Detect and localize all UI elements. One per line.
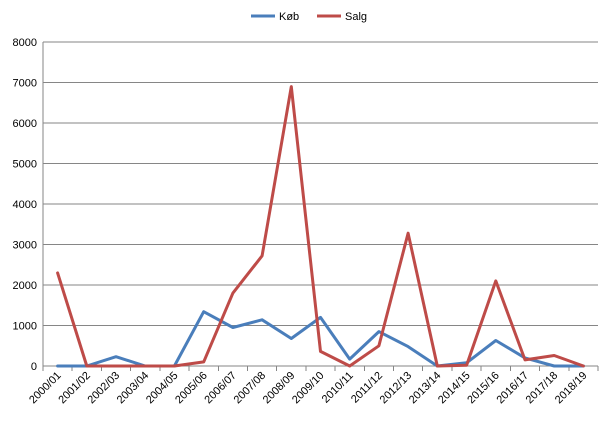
y-tick-label: 1000 [13, 321, 37, 333]
series-line-2 [56, 85, 585, 368]
y-tick-label: 5000 [13, 159, 37, 171]
y-tick-label: 4000 [13, 199, 37, 211]
legend-label-2: Salg [345, 11, 367, 23]
y-tick-label: 3000 [13, 240, 37, 252]
x-tick-label: 2010/11 [320, 370, 356, 406]
y-tick-label: 0 [31, 361, 37, 373]
y-tick-label: 2000 [13, 280, 37, 292]
legend: Køb Salg [251, 11, 367, 23]
gridlines [43, 41, 598, 367]
x-tick-label: 2018/19 [553, 370, 590, 407]
x-tick-label: 2009/10 [290, 370, 327, 407]
series-lines [56, 85, 585, 368]
y-tick-label: 8000 [13, 37, 37, 49]
y-tick-label: 6000 [13, 118, 37, 130]
legend-label-1: Køb [279, 11, 299, 23]
y-tick-label: 7000 [13, 78, 37, 90]
